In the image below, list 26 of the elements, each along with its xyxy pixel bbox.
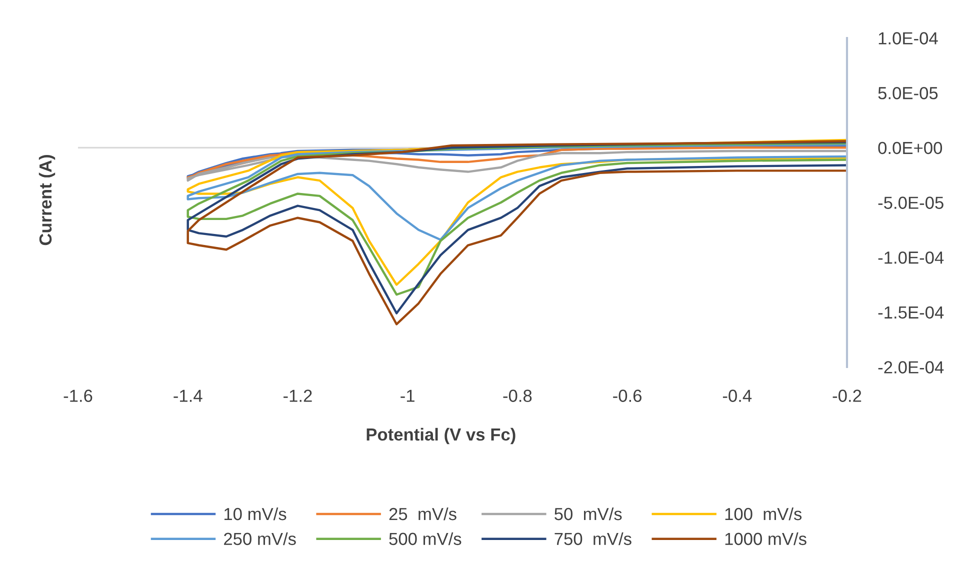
line-series xyxy=(186,143,847,241)
y-axis-title: Current (A) xyxy=(38,155,56,246)
x-tick-label: -0.4 xyxy=(722,390,752,402)
legend-label: 10 mV/s xyxy=(224,507,286,520)
x-tick-label: -0.6 xyxy=(613,390,642,402)
legend-label: 50 mV/s xyxy=(554,507,622,520)
y-tick-label: 0.0E+00 xyxy=(878,142,942,154)
y-tick-label: 5.0E-05 xyxy=(878,87,938,100)
x-tick-label: -0.2 xyxy=(832,390,862,402)
y-tick-label: -1.0E-04 xyxy=(878,252,944,264)
legend-label: 250 mV/s xyxy=(224,532,296,546)
x-axis-title: Potential (V vs Fc) xyxy=(366,428,516,444)
y-tick-label: 1.0E-04 xyxy=(878,32,938,44)
x-tick-label: -1.2 xyxy=(284,390,312,402)
legend-label: 100 mV/s xyxy=(725,507,802,520)
legend-label: 25 mV/s xyxy=(389,507,456,520)
y-tick-label: -1.5E-04 xyxy=(878,306,944,319)
legend-label: 1000 mV/s xyxy=(725,532,806,546)
x-tick-label: -0.8 xyxy=(503,390,532,402)
y-tick-label: -5.0E-05 xyxy=(878,196,944,209)
x-tick-label: -1 xyxy=(400,390,414,402)
legend-label: 750 mV/s xyxy=(554,532,632,546)
x-tick-label: -1.4 xyxy=(174,390,202,402)
legend-label: 500 mV/s xyxy=(389,532,462,546)
x-tick-label: -1.6 xyxy=(64,390,92,402)
y-tick-label: -2.0E-04 xyxy=(878,361,944,374)
